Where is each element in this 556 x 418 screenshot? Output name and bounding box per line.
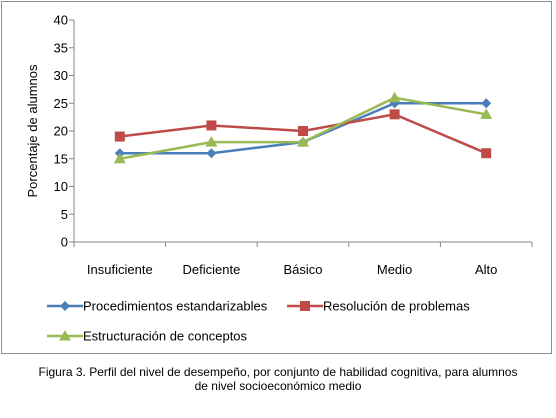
legend-label: Estructuración de conceptos: [83, 329, 248, 344]
data-point: [480, 108, 493, 119]
line-chart: 0 5 10 15 20 25 30 35 40 Insuficiente Deficiente Bá…: [25, 13, 533, 344]
data-point: [481, 148, 492, 159]
x-tick-label: Medio: [377, 262, 412, 277]
data-point: [206, 148, 217, 159]
x-tick-label: Básico: [283, 262, 322, 277]
y-tick-label: 0: [61, 235, 68, 250]
caption-line-1: Figura 3. Perfil del nivel de desempeño,…: [38, 365, 518, 379]
x-tick-label: Insuficiente: [87, 262, 153, 277]
legend-marker: [59, 330, 71, 341]
data-point: [205, 136, 218, 147]
figure-caption: Figura 3. Perfil del nivel de desempeño,…: [0, 365, 556, 393]
legend-label: Resolución de problemas: [323, 299, 470, 314]
data-point: [298, 126, 308, 136]
legend-marker: [300, 301, 310, 311]
y-tick-label: 15: [54, 151, 68, 166]
x-tick-label: Deficiente: [182, 262, 240, 277]
data-point: [297, 136, 309, 147]
y-axis-title: Porcentaje de alumnos: [25, 64, 40, 197]
y-tick-label: 20: [54, 124, 68, 139]
data-point: [481, 98, 492, 109]
x-tick-label: Alto: [475, 262, 497, 277]
y-tick-label: 25: [54, 96, 68, 111]
data-point: [114, 131, 125, 142]
data-point: [389, 109, 400, 120]
y-tick-label: 40: [54, 13, 68, 28]
caption-line-2: de nivel socioeconómico medio: [194, 379, 362, 393]
y-tick-label: 5: [61, 207, 68, 222]
y-tick-label: 30: [54, 68, 68, 83]
y-tick-label: 35: [54, 40, 68, 55]
chart-frame: 0 5 10 15 20 25 30 35 40 Insuficiente Deficiente Bá…: [1, 1, 552, 354]
data-point: [388, 91, 401, 103]
data-point: [113, 152, 126, 164]
y-tick-label: 10: [54, 179, 68, 194]
legend-marker: [60, 301, 70, 311]
legend-label: Procedimientos estandarizables: [83, 299, 268, 314]
data-point: [206, 120, 217, 131]
